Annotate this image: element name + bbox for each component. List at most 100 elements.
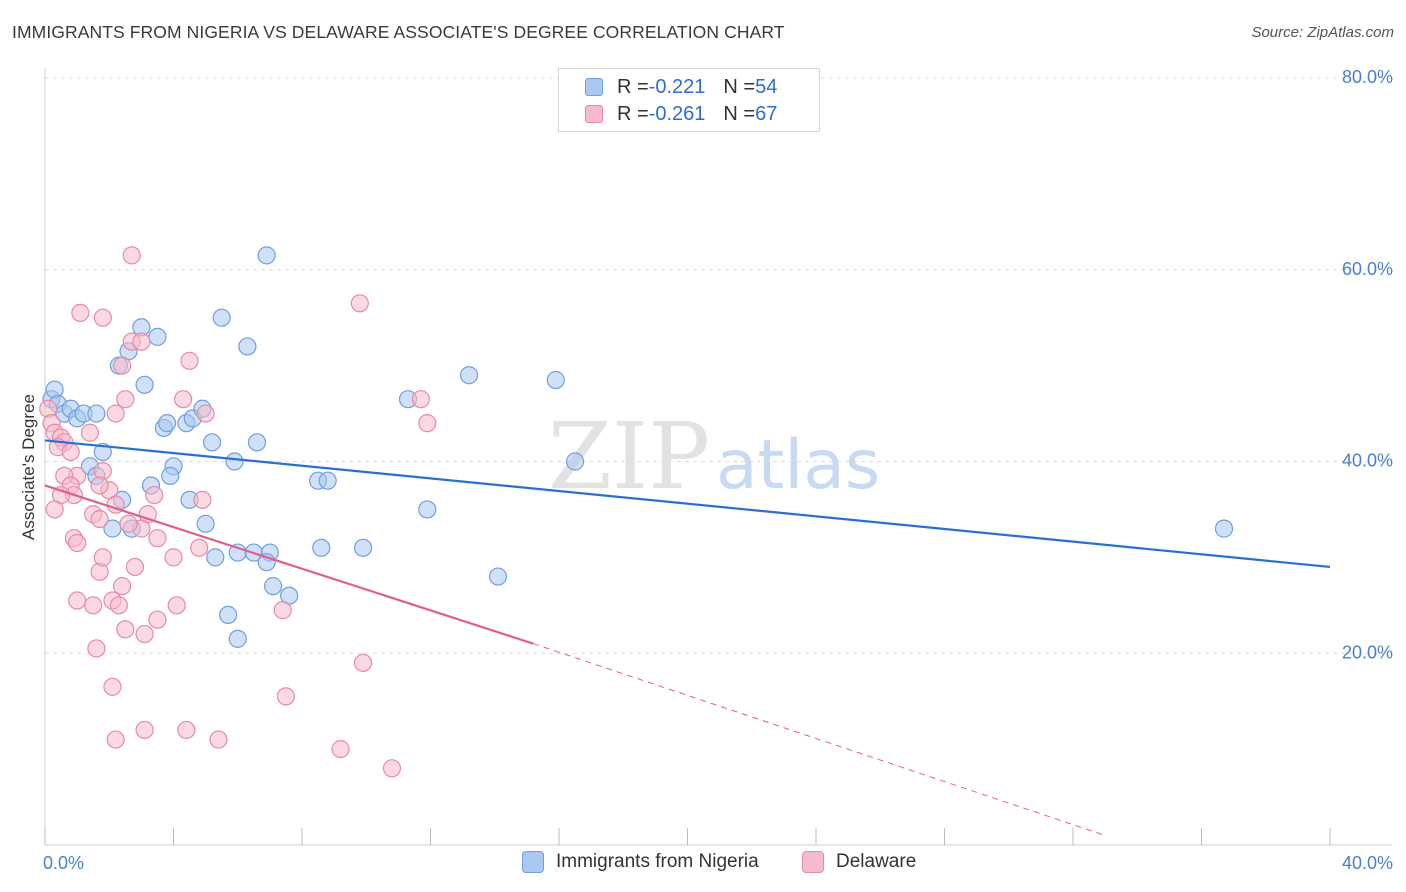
- data-point-pink: [80, 423, 100, 442]
- data-point-blue: [257, 246, 276, 265]
- y-tick-label: 60.0%: [1342, 259, 1393, 279]
- data-point-pink: [90, 476, 109, 495]
- data-point-pink: [116, 390, 135, 409]
- data-point-pink: [125, 557, 145, 577]
- data-point-pink: [411, 390, 430, 409]
- data-point-pink: [106, 730, 125, 749]
- data-point-blue: [87, 404, 106, 423]
- bottom-legend-delaware: Delaware: [802, 851, 916, 873]
- bottom-legend-swatch-pink: [802, 851, 824, 873]
- data-point-pink: [145, 485, 164, 505]
- y-tick-label: 80.0%: [1342, 67, 1393, 87]
- data-point-blue: [263, 577, 283, 596]
- data-point-pink: [148, 529, 167, 548]
- data-point-blue: [418, 500, 437, 519]
- legend-r-value: -0.221: [648, 75, 706, 98]
- legend-swatch-pink: [585, 105, 603, 123]
- y-tick-labels: 20.0% 40.0% 60.0% 80.0%: [1342, 67, 1393, 662]
- trend-extension-pink: [533, 643, 1106, 836]
- data-point-pink: [61, 442, 80, 462]
- data-point-pink: [45, 500, 64, 519]
- data-point-pink: [353, 653, 373, 672]
- legend-r-label: R =: [617, 75, 649, 98]
- data-point-pink: [116, 620, 135, 639]
- data-point-pink: [276, 687, 296, 706]
- data-point-pink: [180, 351, 199, 370]
- data-point-pink: [190, 538, 209, 557]
- data-point-pink: [350, 294, 369, 313]
- legend-row-nigeria: R = -0.221 N = 54: [585, 75, 777, 99]
- bottom-legend-label-delaware: Delaware: [836, 851, 917, 872]
- correlation-legend: R = -0.221 N = 54 R = -0.261 N = 67: [558, 68, 820, 132]
- legend-swatch-blue: [585, 78, 603, 96]
- data-point-blue: [1214, 519, 1234, 538]
- data-point-pink: [196, 404, 215, 423]
- legend-r-label: R =: [617, 102, 649, 125]
- data-point-blue: [161, 466, 180, 485]
- data-point-pink: [103, 677, 122, 696]
- trend-line-pink: [44, 484, 534, 645]
- data-point-blue: [459, 366, 479, 385]
- data-point-pink: [193, 490, 212, 509]
- data-point-pink: [68, 533, 87, 553]
- data-points: [39, 246, 1234, 778]
- data-point-blue: [148, 327, 167, 346]
- data-point-blue: [312, 538, 331, 557]
- data-point-pink: [90, 509, 109, 529]
- data-point-pink: [273, 601, 292, 620]
- data-point-pink: [106, 404, 125, 423]
- x-tick-labels: 0.0% 40.0%: [43, 853, 1393, 873]
- data-point-blue: [225, 452, 244, 471]
- x-tick-label: 0.0%: [43, 853, 84, 873]
- legend-n-label: N =: [723, 75, 756, 98]
- bottom-legend-label-nigeria: Immigrants from Nigeria: [556, 851, 759, 872]
- source-credit: Source: ZipAtlas.com: [1251, 24, 1394, 41]
- watermark-atlas: atlas: [716, 426, 880, 505]
- data-point-pink: [112, 577, 132, 596]
- trend-lines: [44, 439, 1331, 836]
- data-point-pink: [109, 596, 128, 615]
- y-tick-label: 20.0%: [1342, 642, 1393, 662]
- data-point-blue: [238, 337, 257, 356]
- data-point-pink: [71, 303, 90, 322]
- legend-n-label: N =: [723, 102, 756, 125]
- x-tick-label: 40.0%: [1342, 853, 1393, 873]
- data-point-pink: [418, 414, 437, 433]
- data-point-pink: [177, 720, 196, 740]
- data-point-pink: [112, 356, 132, 375]
- bottom-legend-swatch-blue: [522, 851, 544, 873]
- data-point-pink: [93, 308, 112, 327]
- y-axis-label: Associate's Degree: [19, 394, 38, 540]
- axes: [44, 68, 1392, 846]
- data-point-blue: [353, 538, 373, 557]
- data-point-blue: [202, 433, 222, 452]
- data-point-pink: [209, 730, 228, 749]
- data-point-pink: [382, 759, 402, 778]
- legend-n-value: 67: [755, 102, 778, 125]
- grid-lines: [45, 77, 1392, 654]
- data-point-blue: [228, 629, 247, 648]
- bottom-legend-nigeria: Immigrants from Nigeria: [522, 851, 759, 873]
- data-point-pink: [68, 591, 87, 610]
- chart-title: IMMIGRANTS FROM NIGERIA VS DELAWARE ASSO…: [12, 22, 785, 42]
- data-point-pink: [132, 332, 151, 351]
- data-point-pink: [87, 639, 106, 658]
- data-point-blue: [565, 452, 585, 471]
- data-point-blue: [546, 370, 565, 390]
- data-point-pink: [135, 624, 154, 644]
- legend-n-value: 54: [755, 75, 778, 98]
- data-point-blue: [157, 414, 177, 433]
- data-point-pink: [174, 390, 193, 409]
- data-point-pink: [148, 610, 167, 629]
- data-point-blue: [488, 567, 508, 586]
- data-point-pink: [331, 740, 350, 759]
- data-point-pink: [167, 596, 186, 615]
- data-point-blue: [135, 375, 154, 394]
- data-point-pink: [135, 720, 154, 740]
- data-point-blue: [196, 514, 215, 533]
- trend-line-blue: [44, 439, 1331, 569]
- data-point-blue: [93, 442, 112, 462]
- data-point-pink: [84, 596, 103, 615]
- data-point-blue: [212, 308, 231, 327]
